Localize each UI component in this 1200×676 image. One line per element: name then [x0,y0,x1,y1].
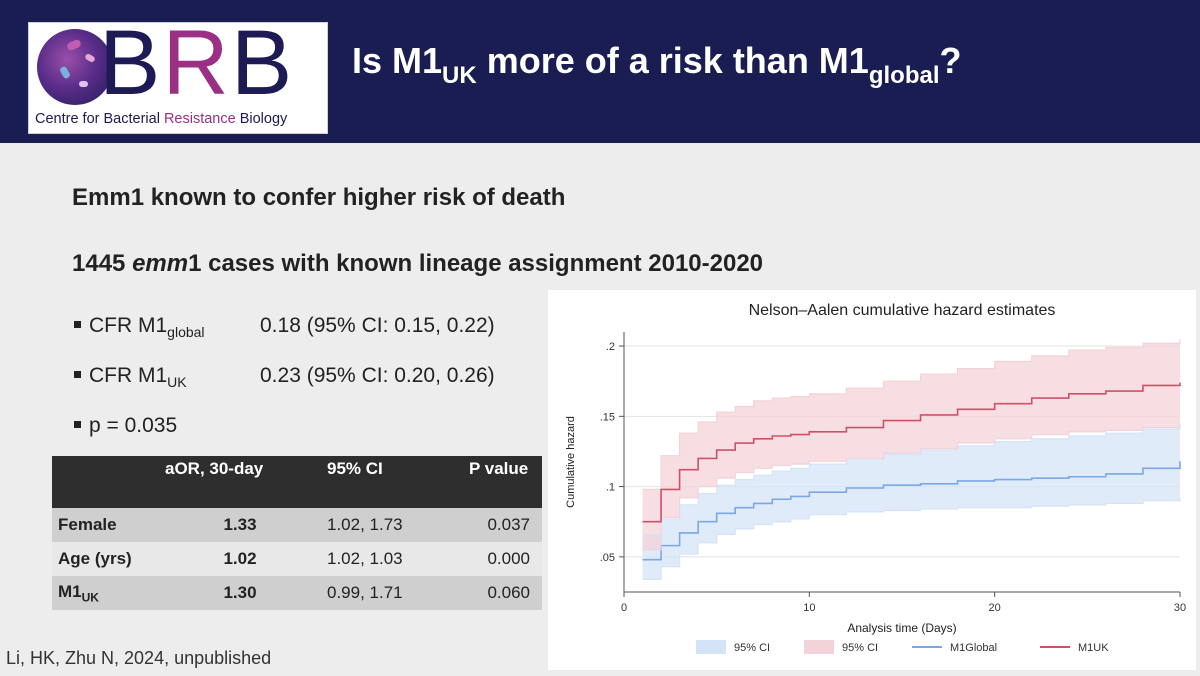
table-header-row: aOR, 30-day 95% CI P value [52,456,542,508]
odds-ratio-table: aOR, 30-day 95% CI P value Female 1.33 1… [52,456,542,610]
y-tick-label: .2 [606,341,615,353]
y-axis-label: Cumulative hazard [565,416,577,508]
legend-swatch [696,640,726,654]
x-tick-label: 10 [803,602,815,614]
citation: Li, HK, Zhu N, 2024, unpublished [6,648,272,668]
x-tick-label: 20 [989,602,1001,614]
ci-lower-m1uk [642,426,1181,551]
logo-letters: BRB [99,12,295,114]
heading-risk-of-death: Emm1 known to confer higher risk of deat… [72,184,566,211]
x-tick-label: 0 [621,602,627,614]
ci-band-m1global [642,423,1180,580]
chart-title: Nelson–Aalen cumulative hazard estimates [749,302,1056,319]
bullet-p-value: p = 0.035 [74,414,177,438]
y-tick-label: .15 [600,411,615,423]
x-tick-label: 30 [1174,602,1186,614]
logo-tagline: Centre for Bacterial Resistance Biology [35,111,288,127]
cbrb-logo: BRB Centre for Bacterial Resistance Biol… [28,17,328,134]
x-axis-label: Analysis time (Days) [847,621,956,635]
legend-swatch [804,640,834,654]
legend-label: M1Global [950,642,997,654]
legend-label: 95% CI [842,642,878,654]
table-row: Age (yrs) 1.02 1.02, 1.03 0.000 [52,542,542,576]
heading-cases: 1445 emm1 cases with known lineage assig… [72,250,764,277]
ci-band-m1uk [642,339,1180,550]
bullet-cfr-global: CFR M1global 0.18 (95% CI: 0.15, 0.22) [74,314,495,340]
ci-lower-m1global [642,497,1181,580]
ci-upper-m1uk [642,339,1181,491]
series-line-m1global [642,461,1181,561]
legend-label: M1UK [1078,642,1109,654]
slide-header: BRB Centre for Bacterial Resistance Biol… [0,0,1200,143]
bacteria-logo-icon [37,29,113,105]
slide-title: Is M1UK more of a risk than M1global? [352,40,962,89]
table-row: M1UK 1.30 0.99, 1.71 0.060 [52,576,542,610]
series-line-m1uk [642,382,1181,523]
ci-upper-m1global [642,423,1181,535]
table-row: Female 1.33 1.02, 1.73 0.037 [52,508,542,542]
hazard-chart: Nelson–Aalen cumulative hazard estimates… [548,290,1196,670]
legend-label: 95% CI [734,642,770,654]
y-tick-label: .05 [600,552,615,564]
y-tick-label: .1 [606,482,615,494]
bullet-cfr-uk: CFR M1UK 0.23 (95% CI: 0.20, 0.26) [74,364,495,390]
